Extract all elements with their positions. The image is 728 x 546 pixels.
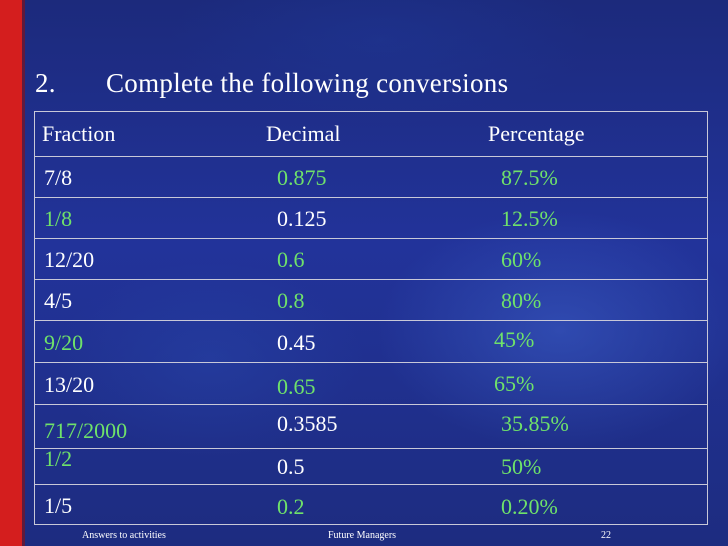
percentage-cell: 87.5% xyxy=(501,165,558,190)
decimal-cell: 0.875 xyxy=(277,165,327,190)
percentage-cell: 35.85% xyxy=(501,411,569,436)
stripe-shadow xyxy=(22,0,25,546)
table-row: 9/20 0.45 45% xyxy=(35,320,707,363)
fraction-cell: 717/2000 xyxy=(44,418,128,443)
table-row: 1/8 0.125 12.5% xyxy=(35,197,707,239)
fraction-cell: 1/5 xyxy=(44,493,73,518)
fraction-cell: 1/8 xyxy=(44,206,73,231)
fraction-cell: 9/20 xyxy=(44,330,84,355)
question-number: 2. xyxy=(35,68,56,98)
decimal-cell: 0.6 xyxy=(277,247,305,272)
red-accent-stripe xyxy=(0,0,22,546)
decimal-cell: 0.125 xyxy=(277,206,327,231)
table-row: 13/20 0.65 65% xyxy=(35,362,707,405)
table-row: 1/2 0.5 50% xyxy=(35,446,707,485)
decimal-cell: 0.65 xyxy=(277,374,316,399)
question-text: Complete the following conversions xyxy=(106,68,509,98)
fraction-cell: 12/20 xyxy=(44,247,95,272)
table-row: 717/2000 0.3585 35.85% xyxy=(35,404,707,449)
percentage-cell: 65% xyxy=(494,371,535,396)
decimal-cell: 0.3585 xyxy=(277,411,338,436)
footer-left: Answers to activities xyxy=(82,530,166,541)
percentage-cell: 60% xyxy=(501,247,542,272)
slide-title: 2. Complete the following conversions xyxy=(35,68,508,99)
percentage-cell: 12.5% xyxy=(501,206,558,231)
table-row: 12/20 0.6 60% xyxy=(35,238,707,280)
table-row: 1/5 0.2 0.20% xyxy=(35,484,707,525)
decimal-cell: 0.45 xyxy=(277,330,316,355)
fraction-cell: 1/2 xyxy=(44,446,73,471)
decimal-cell: 0.5 xyxy=(277,454,305,479)
header-decimal: Decimal xyxy=(266,121,341,146)
fraction-cell: 4/5 xyxy=(44,288,73,313)
decimal-cell: 0.2 xyxy=(277,494,305,519)
decimal-cell: 0.8 xyxy=(277,288,305,313)
table-row: 7/8 0.875 87.5% xyxy=(35,156,707,198)
percentage-cell: 45% xyxy=(494,327,535,352)
conversion-table: Fraction Decimal Percentage 7/8 0.875 87… xyxy=(34,111,708,525)
table-row: 4/5 0.8 80% xyxy=(35,279,707,321)
percentage-cell: 80% xyxy=(501,288,542,313)
fraction-cell: 13/20 xyxy=(44,372,95,397)
percentage-cell: 0.20% xyxy=(501,494,558,519)
percentage-cell: 50% xyxy=(501,454,542,479)
footer-page-number: 22 xyxy=(601,530,611,541)
fraction-cell: 7/8 xyxy=(44,165,73,190)
header-percentage: Percentage xyxy=(488,121,585,146)
table-header-row: Fraction Decimal Percentage xyxy=(35,112,707,156)
footer-center: Future Managers xyxy=(328,530,397,541)
header-fraction: Fraction xyxy=(42,121,116,146)
